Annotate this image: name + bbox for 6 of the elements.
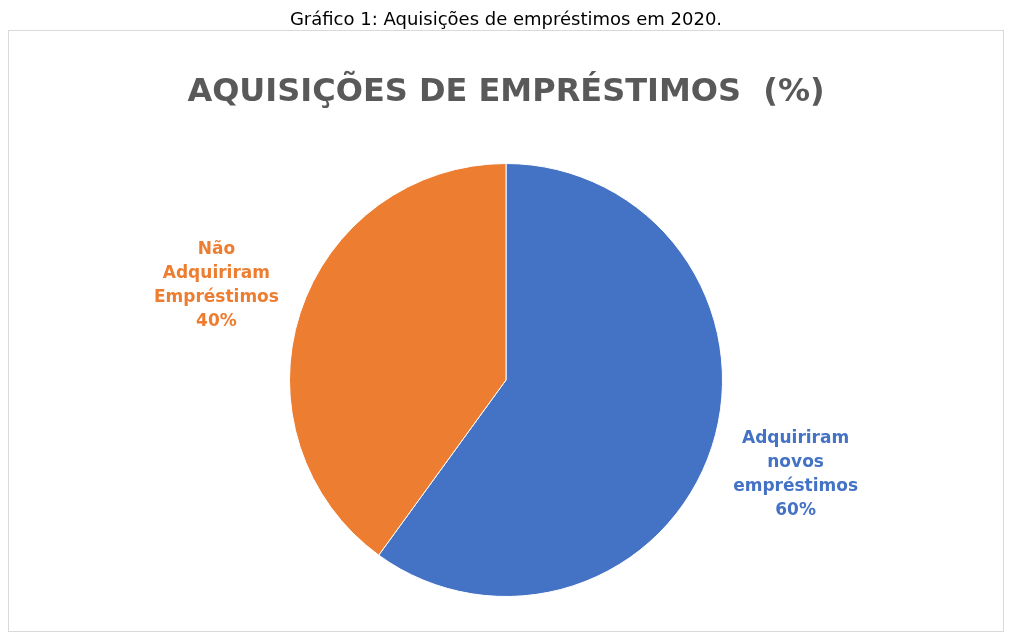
data-label: 40% [196, 310, 237, 331]
slice-label: Não Adquiriram Empréstimos [153, 238, 279, 307]
data-label: 60% [775, 498, 816, 519]
text: Gráfico 1: Aquisições de empréstimos em 2020. [288, 8, 724, 30]
slice-label: Adquiriram novos empréstimos [733, 426, 859, 495]
chart-title: AQUISIÇÕES DE EMPRÉSTIMOS (%) [187, 70, 825, 110]
